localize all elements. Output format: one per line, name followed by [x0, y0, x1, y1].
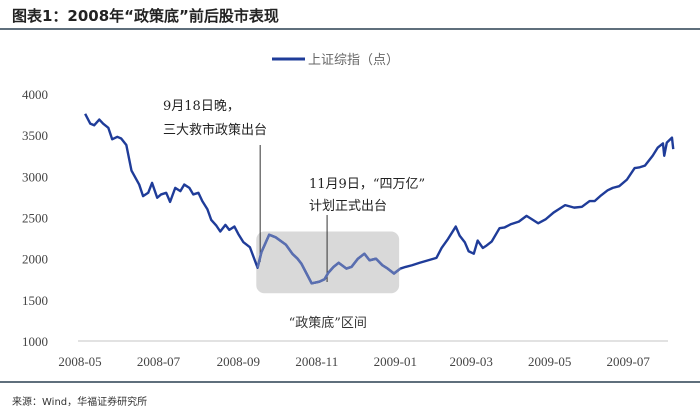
- x-tick-label: 2008-11: [295, 354, 338, 369]
- x-tick-label: 2009-07: [607, 354, 651, 369]
- policy-bottom-band: [256, 231, 400, 294]
- source-note: 来源：Wind，华福证券研究所: [12, 397, 148, 408]
- x-tick-label: 2008-07: [137, 354, 181, 369]
- y-tick-label: 4000: [22, 87, 48, 102]
- annotation-text: 计划正式出台: [309, 199, 387, 214]
- legend-label: 上证综指（点）: [308, 53, 399, 68]
- y-tick-label: 1500: [22, 293, 48, 308]
- annotation-text: 三大救市政策出台: [163, 122, 267, 138]
- top-rule: [0, 28, 700, 30]
- figure-title: 图表1：2008年“政策底”前后股市表现: [12, 7, 279, 25]
- y-tick-label: 2000: [22, 252, 48, 267]
- band-label: “政策底”区间: [289, 315, 367, 331]
- x-tick-label: 2008-05: [58, 354, 101, 369]
- series-line-in-band: [256, 233, 402, 285]
- x-tick-label: 2009-01: [374, 354, 417, 369]
- x-tick-label: 2009-05: [528, 354, 571, 369]
- y-tick-label: 2500: [22, 211, 48, 226]
- annotation-text: 11月9日，“四万亿”: [309, 177, 425, 192]
- x-tick-label: 2008-09: [217, 354, 260, 369]
- annotation-text: 9月18日晚，: [163, 99, 240, 114]
- y-tick-label: 3500: [22, 128, 48, 143]
- y-tick-label: 3000: [22, 169, 48, 184]
- y-tick-label: 1000: [22, 334, 48, 349]
- bottom-rule: [0, 381, 700, 383]
- x-tick-label: 2009-03: [450, 354, 493, 369]
